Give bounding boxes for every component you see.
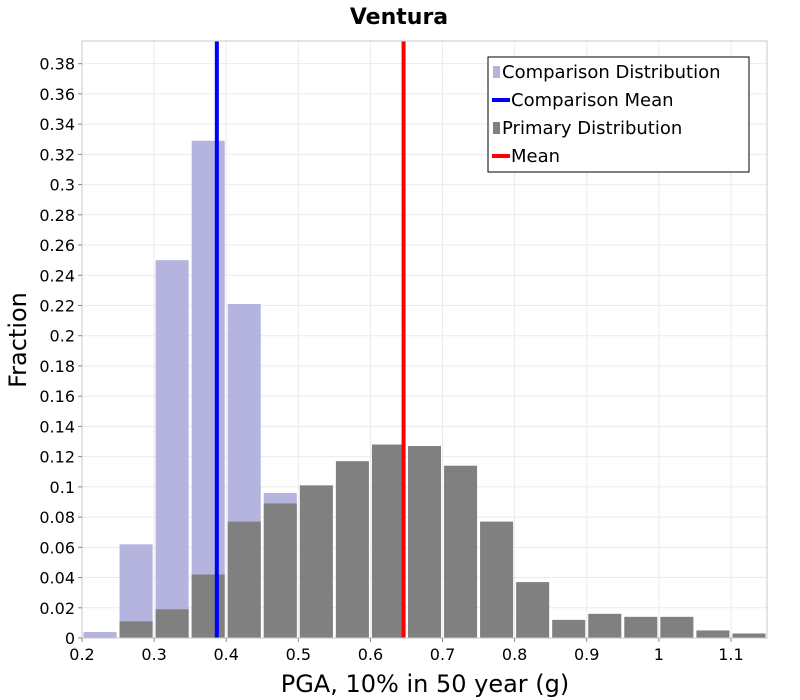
y-tick-label: 0.18 — [39, 357, 75, 376]
x-tick-label: 0.2 — [69, 645, 94, 664]
histogram-bar — [335, 461, 369, 638]
y-tick-label: 0.3 — [50, 176, 75, 195]
x-tick-label: 0.4 — [213, 645, 238, 664]
bars — [83, 140, 766, 638]
mean-lines — [214, 41, 406, 638]
legend-swatch — [493, 66, 500, 78]
legend: Comparison Distribution Comparison Mean Pr… — [487, 56, 750, 173]
histogram-bar — [407, 446, 442, 638]
y-tick-label: 0.12 — [39, 448, 75, 467]
legend-label: Mean — [511, 146, 560, 167]
histogram-bar — [119, 621, 153, 638]
y-tick-label: 0.32 — [39, 145, 75, 164]
plot-border — [81, 40, 768, 639]
x-tick-label: 0.7 — [430, 645, 455, 664]
histogram-bar — [480, 521, 514, 638]
legend-label: Comparison Distribution — [502, 62, 721, 83]
y-tick-label: 0.2 — [50, 327, 75, 346]
y-tick-label: 0.04 — [39, 569, 75, 588]
x-axis-ticks: 0.2 0.3 0.4 0.5 0.6 0.7 0.8 0.9 1 1.1 — [69, 638, 744, 664]
y-axis-title: Fraction — [4, 292, 32, 388]
y-axis-ticks: 0 0.02 0.04 0.06 0.08 0.1 0.12 0.14 0.16 0.18 0.2 0… — [39, 55, 82, 648]
histogram-bar — [299, 485, 333, 638]
histogram-bar — [227, 521, 261, 638]
legend-swatch — [493, 122, 500, 134]
x-tick-label: 0.3 — [141, 645, 166, 664]
histogram-bar — [588, 613, 622, 638]
histogram-bar — [444, 465, 478, 638]
histogram-bar — [371, 444, 405, 638]
y-tick-label: 0.38 — [39, 55, 75, 74]
histogram-bar — [696, 630, 730, 638]
y-tick-label: 0.08 — [39, 508, 75, 527]
histogram-bar — [552, 619, 586, 638]
histogram-bar — [191, 574, 225, 638]
legend-label: Comparison Mean — [511, 90, 674, 111]
histogram-bar — [660, 616, 694, 638]
y-tick-label: 0.16 — [39, 387, 75, 406]
histogram-bar — [624, 616, 658, 638]
x-tick-label: 1 — [654, 645, 664, 664]
histogram-bar — [155, 609, 189, 638]
y-tick-label: 0.1 — [50, 478, 75, 497]
y-tick-label: 0.34 — [39, 115, 75, 134]
histogram-bar — [155, 260, 189, 638]
histogram-bar — [732, 633, 766, 638]
y-tick-label: 0.14 — [39, 417, 75, 436]
x-tick-label: 0.6 — [358, 645, 383, 664]
legend-box — [487, 56, 750, 173]
y-tick-label: 0.24 — [39, 266, 75, 285]
y-tick-label: 0.28 — [39, 206, 75, 225]
x-tick-label: 0.9 — [574, 645, 599, 664]
y-tick-label: 0 — [65, 629, 75, 648]
y-tick-label: 0.02 — [39, 599, 75, 618]
histogram-bar — [263, 503, 297, 638]
y-tick-label: 0.06 — [39, 538, 75, 557]
y-tick-label: 0.36 — [39, 85, 75, 104]
histogram-bar — [83, 631, 117, 638]
histogram-bar — [191, 140, 225, 638]
chart-title: Ventura — [350, 5, 448, 30]
histogram-bar — [516, 582, 550, 638]
x-tick-label: 0.8 — [502, 645, 527, 664]
y-tick-label: 0.26 — [39, 236, 75, 255]
legend-label: Primary Distribution — [502, 118, 682, 139]
x-tick-label: 0.5 — [286, 645, 311, 664]
series-1-bars — [119, 444, 766, 638]
y-tick-label: 0.22 — [39, 296, 75, 315]
x-tick-label: 1.1 — [718, 645, 743, 664]
x-axis-title: PGA, 10% in 50 year (g) — [281, 670, 570, 698]
